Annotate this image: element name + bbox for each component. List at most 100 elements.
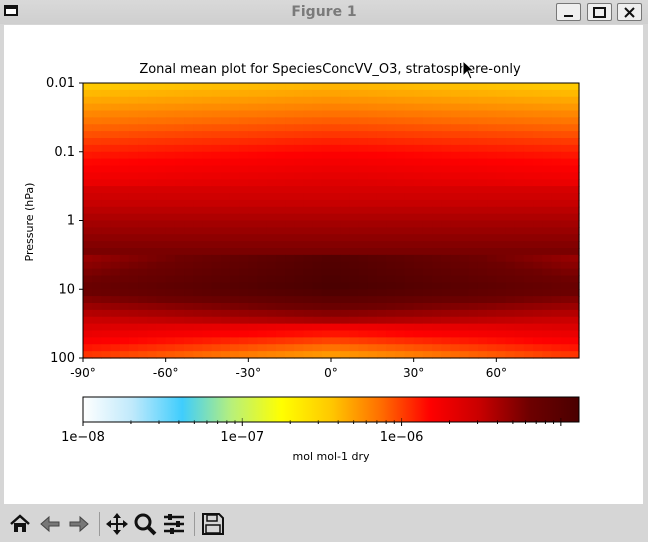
heatmap-cell: [294, 344, 305, 352]
heatmap-cell: [441, 131, 452, 139]
heatmap-cell: [193, 241, 204, 249]
heatmap-cell: [487, 227, 497, 235]
heatmap-cell: [110, 303, 121, 311]
heatmap-cell: [275, 110, 286, 118]
heatmap-cell: [551, 172, 562, 180]
heatmap-cell: [193, 323, 204, 332]
heatmap-cell: [101, 186, 112, 194]
heatmap-cell: [275, 172, 286, 180]
heatmap-cell: [202, 241, 213, 249]
heatmap-cell: [404, 227, 415, 235]
heatmap-cell: [83, 151, 93, 160]
heatmap-cell: [514, 158, 525, 167]
heatmap-cell: [303, 344, 314, 352]
heatmap-cell: [432, 337, 442, 345]
heatmap-cell: [101, 193, 112, 201]
heatmap-cell: [83, 213, 93, 222]
forward-button[interactable]: [67, 512, 91, 536]
heatmap-cell: [505, 158, 516, 167]
heatmap-cell: [395, 193, 406, 201]
heatmap-cell: [569, 179, 580, 187]
heatmap-cell: [404, 234, 415, 242]
close-button[interactable]: [617, 3, 642, 21]
home-button[interactable]: [8, 512, 32, 536]
heatmap-cell: [496, 316, 507, 325]
heatmap-cell: [551, 296, 562, 304]
heatmap-cell: [441, 89, 452, 98]
save-button[interactable]: [201, 512, 225, 536]
heatmap-cell: [413, 124, 424, 132]
heatmap-cell: [312, 248, 323, 256]
heatmap-cell: [477, 151, 488, 160]
heatmap-cell: [156, 144, 167, 153]
heatmap-cell: [220, 89, 231, 98]
pan-button[interactable]: [105, 512, 129, 536]
heatmap-cell: [496, 323, 507, 332]
heatmap-cell: [156, 309, 167, 318]
heatmap-cell: [422, 151, 433, 160]
heatmap-cell: [128, 241, 139, 249]
figure-canvas[interactable]: Zonal mean plot for SpeciesConcVV_O3, st…: [4, 25, 643, 504]
heatmap-cell: [110, 323, 121, 332]
heatmap-cell: [184, 172, 194, 180]
heatmap-cell: [138, 344, 148, 352]
heatmap-cell: [101, 268, 112, 277]
heatmap-cell: [211, 117, 222, 125]
heatmap-cell: [477, 309, 488, 318]
heatmap-cell: [202, 227, 213, 235]
heatmap-cell: [184, 110, 194, 118]
heatmap-cell: [128, 261, 139, 270]
heatmap-cell: [147, 248, 158, 256]
heatmap-cell: [386, 248, 396, 256]
heatmap-cell: [202, 193, 213, 201]
heatmap-cell: [119, 213, 130, 222]
heatmap-cell: [92, 330, 102, 338]
heatmap-cell: [220, 296, 231, 304]
heatmap-cell: [542, 199, 553, 208]
heatmap-cell: [560, 110, 571, 118]
heatmap-cell: [138, 172, 148, 180]
heatmap-cell: [257, 89, 268, 98]
heatmap-cell: [248, 303, 259, 311]
heatmap-cell: [101, 248, 112, 256]
heatmap-cell: [202, 234, 213, 242]
heatmap-cell: [441, 165, 452, 173]
heatmap-cell: [459, 227, 470, 235]
heatmap-cell: [101, 110, 112, 118]
heatmap-cell: [229, 158, 240, 167]
heatmap-cell: [358, 289, 369, 297]
heatmap-cell: [349, 110, 360, 118]
heatmap-cell: [459, 179, 470, 187]
back-button[interactable]: [38, 512, 62, 536]
heatmap-cell: [432, 138, 442, 146]
heatmap-cell: [147, 261, 158, 270]
heatmap-cell: [229, 179, 240, 187]
heatmap-cell: [514, 303, 525, 311]
heatmap-cell: [395, 117, 406, 125]
heatmap-cell: [358, 303, 369, 311]
heatmap-cell: [496, 351, 507, 359]
heatmap-cell: [239, 144, 249, 153]
heatmap-cell: [266, 344, 277, 352]
heatmap-cell: [496, 193, 507, 201]
heatmap-cell: [450, 179, 461, 187]
heatmap-cell: [156, 323, 167, 332]
configure-subplots-button[interactable]: [162, 512, 186, 536]
heatmap-cell: [147, 199, 158, 208]
heatmap-cell: [404, 337, 415, 345]
heatmap-cell: [340, 158, 350, 167]
zoom-button[interactable]: [133, 512, 157, 536]
heatmap-cell: [128, 234, 139, 242]
heatmap-cell: [477, 199, 488, 208]
heatmap-cell: [184, 261, 194, 270]
heatmap-cell: [569, 131, 580, 139]
heatmap-cell: [376, 213, 387, 222]
heatmap-cell: [110, 275, 121, 283]
maximize-button[interactable]: [587, 3, 612, 21]
heatmap-cell: [294, 296, 305, 304]
minimize-button[interactable]: [556, 3, 581, 21]
heatmap-cell: [542, 220, 553, 228]
heatmap-cell: [321, 282, 332, 290]
heatmap-cell: [422, 234, 433, 242]
heatmap-cell: [477, 323, 488, 332]
